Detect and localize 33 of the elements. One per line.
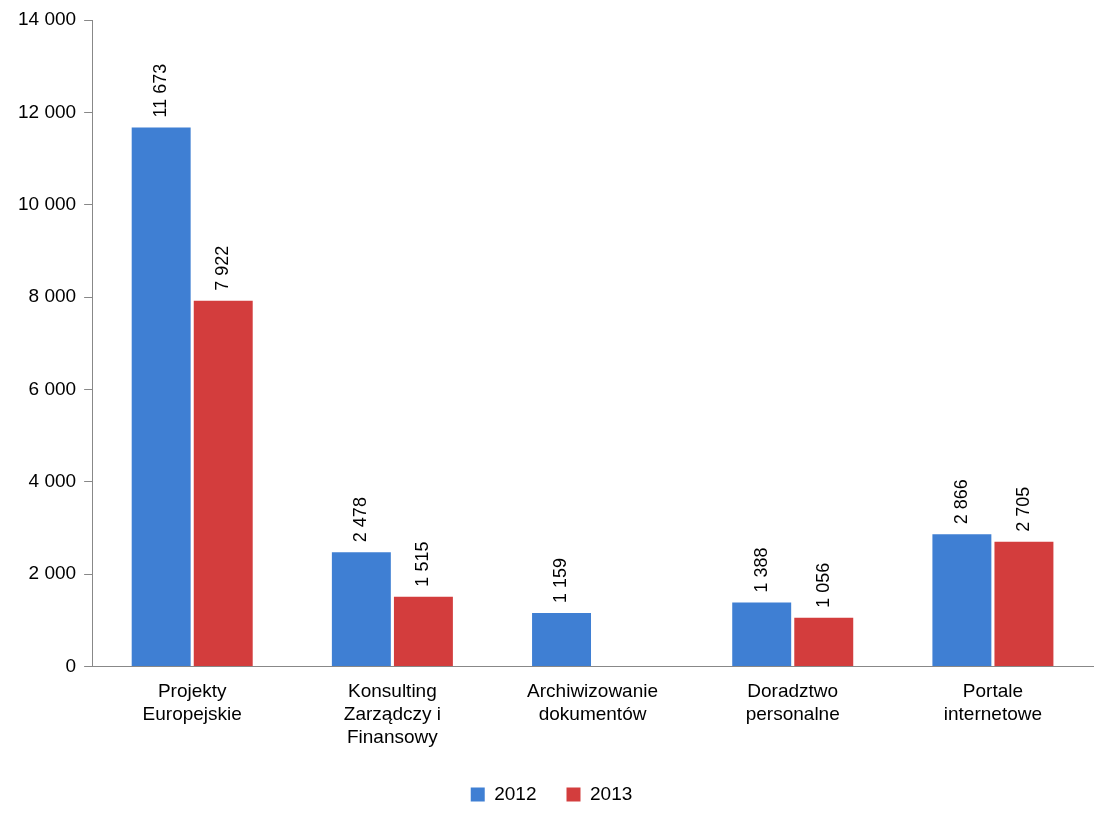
x-tick-label: Projekty Europejskie xyxy=(142,680,242,725)
data-label: 1 056 xyxy=(812,562,833,608)
y-tick-label: 0 xyxy=(65,654,77,676)
bar xyxy=(532,613,592,667)
bar xyxy=(994,541,1054,667)
bar xyxy=(131,127,191,667)
bar xyxy=(932,534,992,667)
data-label: 7 922 xyxy=(212,245,233,291)
bar xyxy=(193,300,253,667)
legend-label: 2012 xyxy=(494,782,537,804)
legend-label: 2013 xyxy=(590,782,633,804)
bar xyxy=(732,602,792,667)
bar xyxy=(331,552,391,667)
data-label: 1 388 xyxy=(750,547,771,593)
y-tick-label: 8 000 xyxy=(28,285,77,307)
x-tick-label: Portale internetowe xyxy=(943,680,1043,725)
data-label: 2 705 xyxy=(1012,486,1033,532)
y-tick-label: 12 000 xyxy=(17,100,77,122)
x-tick-label: Konsulting Zarządczy i Finansowy xyxy=(343,680,441,747)
x-tick-label: Archiwizowanie dokumentów xyxy=(527,680,659,725)
y-tick-label: 10 000 xyxy=(17,192,77,214)
bar xyxy=(393,596,453,667)
data-label: 2 866 xyxy=(950,479,971,525)
y-tick-label: 14 000 xyxy=(17,8,77,30)
x-tick-label: Doradztwo personalne xyxy=(745,680,840,725)
y-tick-label: 6 000 xyxy=(28,377,77,399)
data-label: 11 673 xyxy=(150,63,171,118)
y-tick-label: 2 000 xyxy=(28,562,77,584)
y-tick-label: 4 000 xyxy=(28,470,77,492)
data-label: 1 515 xyxy=(412,541,433,587)
data-label: 2 478 xyxy=(350,497,371,543)
bar xyxy=(794,617,854,667)
data-label: 1 159 xyxy=(550,558,571,604)
